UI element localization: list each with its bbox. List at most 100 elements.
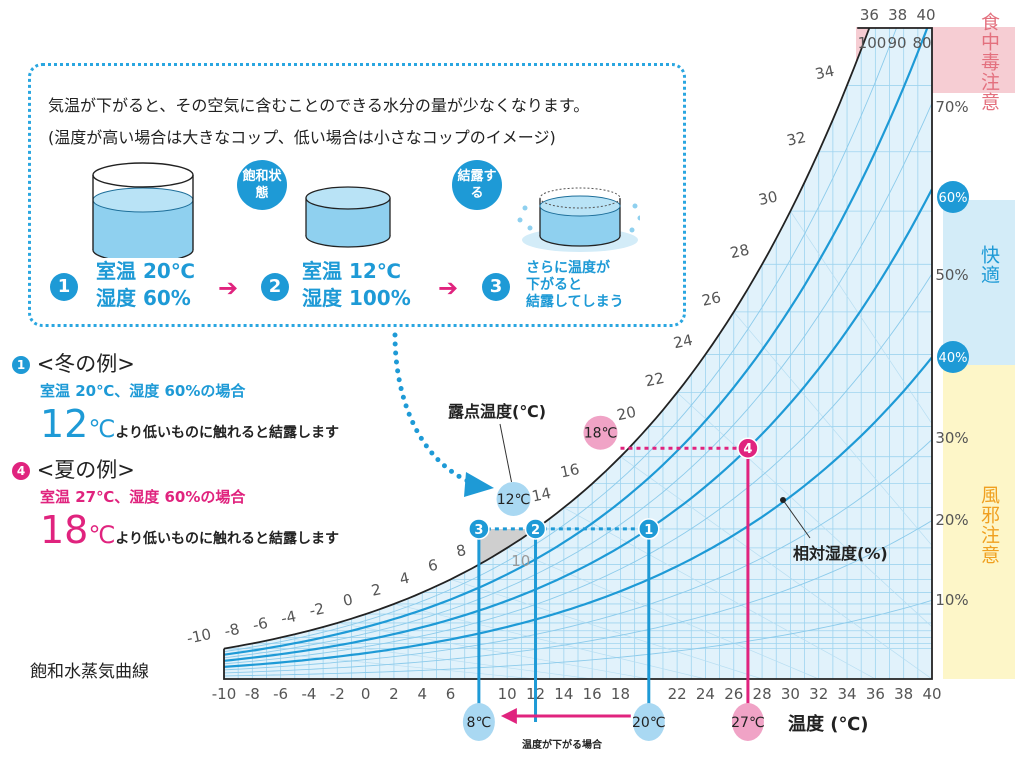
winter-result: 12℃より低いものに触れると結露します	[40, 402, 340, 446]
dew-marker-circle	[583, 415, 618, 450]
x-tick-label: -2	[330, 685, 345, 703]
winter-example-title: 1 <冬の例>	[12, 348, 135, 378]
rh-curve-50	[224, 273, 932, 665]
rh-pointer-line	[782, 499, 811, 539]
zone-food-poisoning-label: 食中毒注意	[978, 12, 1000, 112]
winter-condition: 室温 20℃、湿度 60%の場合	[40, 382, 246, 400]
x-tick-label: -8	[245, 685, 260, 703]
step-2-text: 室温 12℃ 湿度 100%	[302, 259, 411, 310]
intro-line-1: 気温が下がると、その空気に含むことのできる水分の量が少なくなります。	[48, 96, 590, 115]
rh-pointer-dot	[780, 497, 786, 503]
dew-point-label: -10	[185, 625, 213, 648]
diagonal-grid-line	[450, 579, 763, 679]
arrow-head-icon	[500, 708, 517, 724]
temp-marker-circle	[632, 703, 665, 741]
point-marker-1	[638, 518, 660, 540]
rh-highlight-circle	[937, 181, 969, 213]
x-tick-label: 30	[781, 685, 800, 703]
diagonal-grid-line	[337, 622, 649, 679]
rh-curve-70	[224, 102, 932, 659]
diagonal-grid-line	[280, 637, 593, 679]
x-tick-label: 34	[837, 685, 856, 703]
rh-label: 30%	[935, 429, 968, 447]
dew-point-label: 露点温度(℃)	[448, 402, 547, 421]
point-marker-2	[524, 518, 547, 540]
dew-point-label: 14	[530, 484, 552, 506]
dew-point-label: -2	[308, 599, 326, 620]
rh-curve-40	[224, 356, 932, 668]
temp-marker-label: 20℃	[632, 715, 666, 731]
dew-point-label: -4	[279, 607, 297, 628]
rh-curve-30	[224, 439, 932, 671]
step-2-badge: 2	[261, 273, 289, 301]
point-marker-4	[737, 437, 759, 459]
top-rh-label: 100	[858, 34, 887, 52]
dew-point-label: 8	[455, 541, 468, 561]
step-3-text: さらに温度が 下がると 結露してしまう	[526, 260, 624, 310]
arrow-head-icon	[464, 472, 494, 497]
diagonal-grid-line	[676, 392, 932, 679]
x-tick-label: 4	[417, 685, 427, 703]
rh-curve-90	[224, 28, 932, 653]
top-temp-label: 40	[916, 6, 935, 24]
summer-result: 18℃より低いものに触れると結露します	[40, 508, 340, 552]
diagonal-grid-line	[563, 507, 876, 679]
x-tick-label: 16	[583, 685, 602, 703]
point-marker-3	[468, 518, 490, 540]
condensing-cup-icon	[517, 187, 640, 252]
dew-point-label: 26	[700, 288, 722, 310]
x-tick-label: 22	[668, 685, 687, 703]
rh-curve-60	[224, 188, 932, 662]
dew-point-label: 22	[644, 369, 666, 391]
rh-curve-80	[224, 28, 932, 656]
diagonal-grid-line	[620, 456, 932, 679]
dew-point-label: 10	[511, 552, 530, 570]
top-rh-label: 90	[887, 34, 906, 52]
dew-point-label: 20	[615, 403, 637, 425]
rh-curve-20	[224, 520, 932, 674]
dew-point-label: 0	[341, 590, 354, 610]
water-drops-icon	[517, 203, 640, 233]
dew-point-label: 24	[672, 331, 694, 353]
dew-marker-label: 12℃	[497, 492, 531, 508]
rh-highlight-circle	[937, 341, 969, 373]
dew-marker-label: 18℃	[584, 426, 618, 442]
x-tick-label: 18	[611, 685, 630, 703]
x-tick-label: -6	[273, 685, 288, 703]
intro-box	[28, 63, 686, 327]
dew-point-label: 2	[370, 580, 383, 600]
temp-marker-circle	[731, 703, 764, 741]
relative-humidity-label: 相対湿度(%)	[793, 544, 888, 563]
point-label: 3	[474, 523, 483, 538]
x-tick-label: 40	[922, 685, 941, 703]
cup-illustrations	[92, 162, 640, 258]
zone-cold-band	[943, 365, 1015, 679]
x-tick-label: 28	[753, 685, 772, 703]
x-tick-label: -4	[301, 685, 316, 703]
point-label: 2	[531, 523, 540, 538]
rh-label: 10%	[935, 591, 968, 609]
x-tick-label: -10	[212, 685, 237, 703]
x-tick-label: 36	[866, 685, 885, 703]
temp-marker-label: 27℃	[731, 715, 765, 731]
rh-curve-10	[224, 599, 932, 677]
bubble-saturated: 飽和状態	[237, 160, 287, 210]
rh-label: 20%	[935, 511, 968, 529]
dew-marker-circle	[496, 481, 531, 516]
diagonal-grid-line	[507, 547, 819, 679]
rh-label: 50%	[935, 266, 968, 284]
diagonal-grid-line	[790, 210, 932, 679]
dew-point-label: -8	[223, 620, 241, 641]
dew-point-label: -6	[251, 614, 269, 635]
x-tick-label: 10	[498, 685, 517, 703]
arrow-right-icon: ➔	[438, 274, 459, 302]
top-temp-label: 36	[860, 6, 879, 24]
large-cup-icon	[92, 162, 194, 258]
dew-point-label: 34	[813, 62, 835, 84]
step-1-badge: 1	[50, 273, 78, 301]
saturation-curve	[223, 28, 871, 650]
step-3-badge: 3	[482, 273, 510, 301]
temperature-axis-label: 温度 (℃)	[788, 714, 869, 735]
summer-condition: 室温 27℃、湿度 60%の場合	[40, 488, 246, 506]
